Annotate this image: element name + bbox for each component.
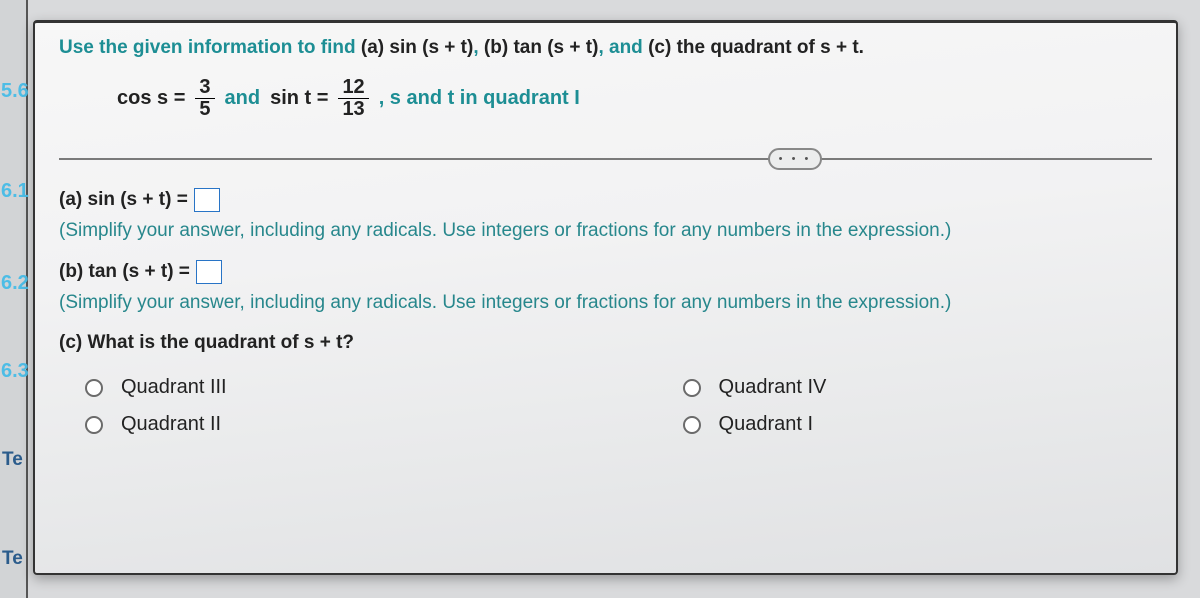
- part-a-eq: (a) sin (s + t) =: [59, 189, 188, 211]
- cos-s-label: cos s =: [117, 87, 185, 110]
- frac1-num: 3: [195, 77, 214, 99]
- option-q3-label: Quadrant III: [121, 376, 227, 399]
- radio-icon: [683, 416, 701, 434]
- frac2-num: 12: [338, 77, 368, 99]
- expand-dots-button[interactable]: • • •: [768, 148, 822, 170]
- option-q1-label: Quadrant I: [719, 413, 814, 436]
- answer-input-b[interactable]: [196, 260, 222, 284]
- radio-icon: [85, 379, 103, 397]
- prompt-c: (c) the quadrant of s + t.: [648, 37, 864, 58]
- divider: • • •: [59, 158, 1152, 160]
- part-c-question: (c) What is the quadrant of s + t?: [59, 332, 1152, 354]
- given-info: cos s = 3 5 and sin t = 12 13 , s and t …: [117, 77, 1152, 120]
- part-b-eq: (b) tan (s + t) =: [59, 261, 190, 283]
- prompt-comma1: ,: [473, 37, 484, 58]
- frac-3-5: 3 5: [195, 77, 214, 120]
- side-num-6-2[interactable]: 6.2: [1, 272, 29, 295]
- instr-b: (Simplify your answer, including any rad…: [59, 292, 1152, 314]
- sin-t-label: sin t =: [270, 87, 328, 110]
- part-a: (a) sin (s + t) =: [59, 188, 1152, 212]
- option-q1[interactable]: Quadrant I: [683, 413, 1152, 436]
- problem-panel: Use the given information to find (a) si…: [33, 20, 1178, 575]
- prompt: Use the given information to find (a) si…: [59, 37, 1152, 59]
- option-q4-label: Quadrant IV: [719, 376, 827, 399]
- option-q2[interactable]: Quadrant II: [85, 413, 683, 436]
- option-q2-label: Quadrant II: [121, 413, 221, 436]
- side-num-5-6[interactable]: 5.6: [1, 80, 29, 103]
- instr-a: (Simplify your answer, including any rad…: [59, 220, 1152, 242]
- frac-12-13: 12 13: [338, 77, 368, 120]
- prompt-and: and: [609, 37, 648, 58]
- side-test-2[interactable]: Te: [2, 548, 23, 570]
- answer-input-a[interactable]: [194, 188, 220, 212]
- side-num-6-3[interactable]: 6.3: [1, 360, 29, 383]
- side-num-6-1[interactable]: 6.1: [1, 180, 29, 203]
- frac2-den: 13: [338, 99, 368, 120]
- radio-icon: [683, 379, 701, 397]
- prompt-pre: Use the given information to find: [59, 37, 361, 58]
- prompt-b: (b) tan (s + t): [484, 37, 599, 58]
- frac1-den: 5: [195, 99, 214, 120]
- radio-icon: [85, 416, 103, 434]
- option-q3[interactable]: Quadrant III: [85, 376, 683, 399]
- side-test-1[interactable]: Te: [2, 449, 23, 471]
- prompt-a: (a) sin (s + t): [361, 37, 473, 58]
- prompt-comma-and: ,: [598, 37, 609, 58]
- part-b: (b) tan (s + t) =: [59, 260, 1152, 284]
- cond: , s and t in quadrant I: [379, 87, 580, 110]
- option-q4[interactable]: Quadrant IV: [683, 376, 1152, 399]
- quadrant-options: Quadrant III Quadrant IV Quadrant II Qua…: [85, 376, 1152, 436]
- left-sidebar: 5.6 6.1 6.2 6.3 Te Te: [0, 0, 28, 598]
- and-word: and: [225, 87, 261, 110]
